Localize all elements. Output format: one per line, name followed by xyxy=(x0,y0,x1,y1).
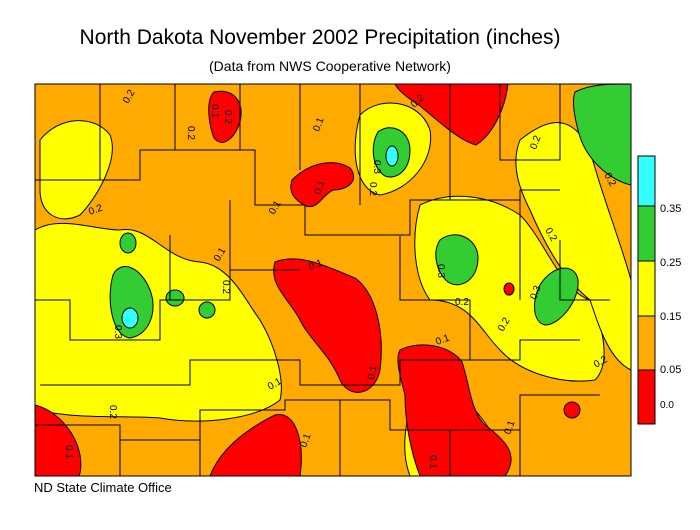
red-southeast-dot xyxy=(563,401,581,419)
red-south-west-central xyxy=(209,414,302,477)
zone-west xyxy=(34,222,282,422)
contour-label: 0.3 xyxy=(435,264,446,278)
band-0.35-plus xyxy=(121,145,399,329)
contour-label: 0.3 xyxy=(528,284,543,301)
red-central xyxy=(273,258,382,393)
red-north-1 xyxy=(208,90,242,143)
contour-label: 0.2 xyxy=(367,182,378,196)
contour-label: 0.2 xyxy=(528,134,543,151)
contour-label: 0.2 xyxy=(220,280,231,294)
contour-label: 0.1 xyxy=(502,419,517,436)
legend-bin-0.15 xyxy=(637,260,656,317)
contour-label: 0.1 xyxy=(209,104,220,118)
green-west-small xyxy=(119,232,137,254)
map-subtitle: (Data from NWS Cooperative Network) xyxy=(209,58,451,74)
contour-label: 0.1 xyxy=(366,364,379,380)
contour-label: 0.2 xyxy=(185,126,196,140)
legend-bin-0.0 xyxy=(637,369,656,425)
contour-label: 0.1 xyxy=(298,432,313,449)
credit-text: ND State Climate Office xyxy=(34,480,172,495)
legend-label-0.0: 0.0 xyxy=(660,400,674,411)
contour-label: 0.1 xyxy=(307,258,324,273)
legend-bin-0.05 xyxy=(637,315,656,371)
green-northeast-corner xyxy=(573,83,632,186)
red-south-central xyxy=(397,344,512,477)
contour-label: 0.3 xyxy=(371,160,382,174)
red-east-dot xyxy=(503,282,515,296)
green-west-dot-2 xyxy=(198,301,216,319)
red-southwest xyxy=(34,404,82,477)
legend-colorbar xyxy=(637,155,656,425)
contour-label: 0.1 xyxy=(312,179,327,196)
cyan-north-central xyxy=(385,145,399,167)
legend-bin-0.25 xyxy=(637,205,656,262)
contour-label: 0.2 xyxy=(87,203,104,218)
contour-label: 0.2 xyxy=(222,110,233,124)
green-east xyxy=(534,267,579,326)
green-west xyxy=(109,266,154,339)
zone-northwest xyxy=(39,120,113,220)
legend-label-0.05: 0.05 xyxy=(660,364,682,376)
contour-label: 0.2 xyxy=(455,297,469,308)
contour-label: 0.1 xyxy=(311,116,326,133)
band-0.0-0.05 xyxy=(34,83,581,477)
green-west-dot-1 xyxy=(165,289,185,307)
contour-label: 0.1 xyxy=(427,455,438,469)
contour-label: 0.3 xyxy=(112,325,123,339)
legend-label-0.25: 0.25 xyxy=(660,257,682,269)
contour-label: 0.1 xyxy=(434,333,451,348)
red-north-central xyxy=(290,162,355,208)
map-title: North Dakota November 2002 Precipitation… xyxy=(79,26,561,49)
contour-label: 0.1 xyxy=(63,445,74,459)
county-lines xyxy=(35,84,610,476)
legend-label-0.35: 0.35 xyxy=(660,203,682,215)
legend-bin-0.35 xyxy=(637,155,656,207)
band-0.15-0.25 xyxy=(34,102,632,477)
legend-label-0.15: 0.15 xyxy=(660,311,682,323)
green-east-central xyxy=(435,234,479,286)
cyan-west xyxy=(121,307,139,329)
contour-label: 0.2 xyxy=(107,405,118,419)
